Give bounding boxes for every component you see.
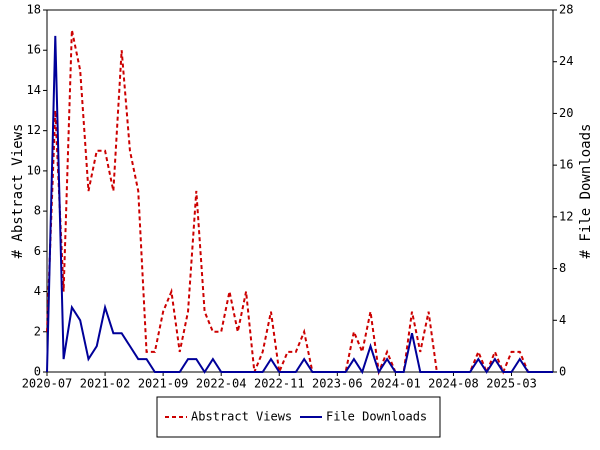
y-tick-label: 18 (27, 3, 41, 17)
x-tick-label: 2025-03 (486, 377, 537, 391)
x-tick-label: 2024-08 (428, 377, 479, 391)
x-tick-label: 2023-06 (312, 377, 363, 391)
y-tick-label: 16 (27, 43, 41, 57)
y-tick-label: 8 (34, 204, 41, 218)
y2-tick-label: 16 (559, 158, 573, 172)
x-tick-label: 2021-09 (138, 377, 189, 391)
x-tick-label: 2020-07 (22, 377, 73, 391)
y-tick-label: 4 (34, 284, 41, 298)
y2-axis-label: # File Downloads (578, 124, 594, 259)
y-tick-label: 10 (27, 163, 41, 177)
y2-tick-label: 0 (559, 365, 566, 379)
y2-tick-label: 28 (559, 3, 573, 17)
y2-tick-label: 4 (559, 313, 566, 327)
y-tick-label: 0 (34, 365, 41, 379)
legend-box (156, 396, 441, 438)
y2-tick-label: 8 (559, 261, 566, 275)
series-line (46, 29, 553, 376)
x-tick-label: 2022-11 (254, 377, 305, 391)
y-axis-label: # Abstract Views (10, 124, 26, 259)
x-tick-label: 2021-02 (80, 377, 131, 391)
legend-label: File Downloads (326, 410, 427, 424)
x-tick-label: 2024-01 (370, 377, 421, 391)
y-tick-label: 2 (34, 324, 41, 338)
y-tick-label: 14 (27, 83, 41, 97)
plot-frame (46, 9, 554, 373)
series-line (46, 35, 553, 375)
x-tick-label: 2022-04 (196, 377, 247, 391)
y-tick-label: 12 (27, 123, 41, 137)
y2-tick-label: 24 (559, 54, 573, 68)
legend-label: Abstract Views (191, 410, 292, 424)
y-tick-label: 6 (34, 244, 41, 258)
y2-tick-label: 20 (559, 106, 573, 120)
y2-tick-label: 12 (559, 209, 573, 223)
